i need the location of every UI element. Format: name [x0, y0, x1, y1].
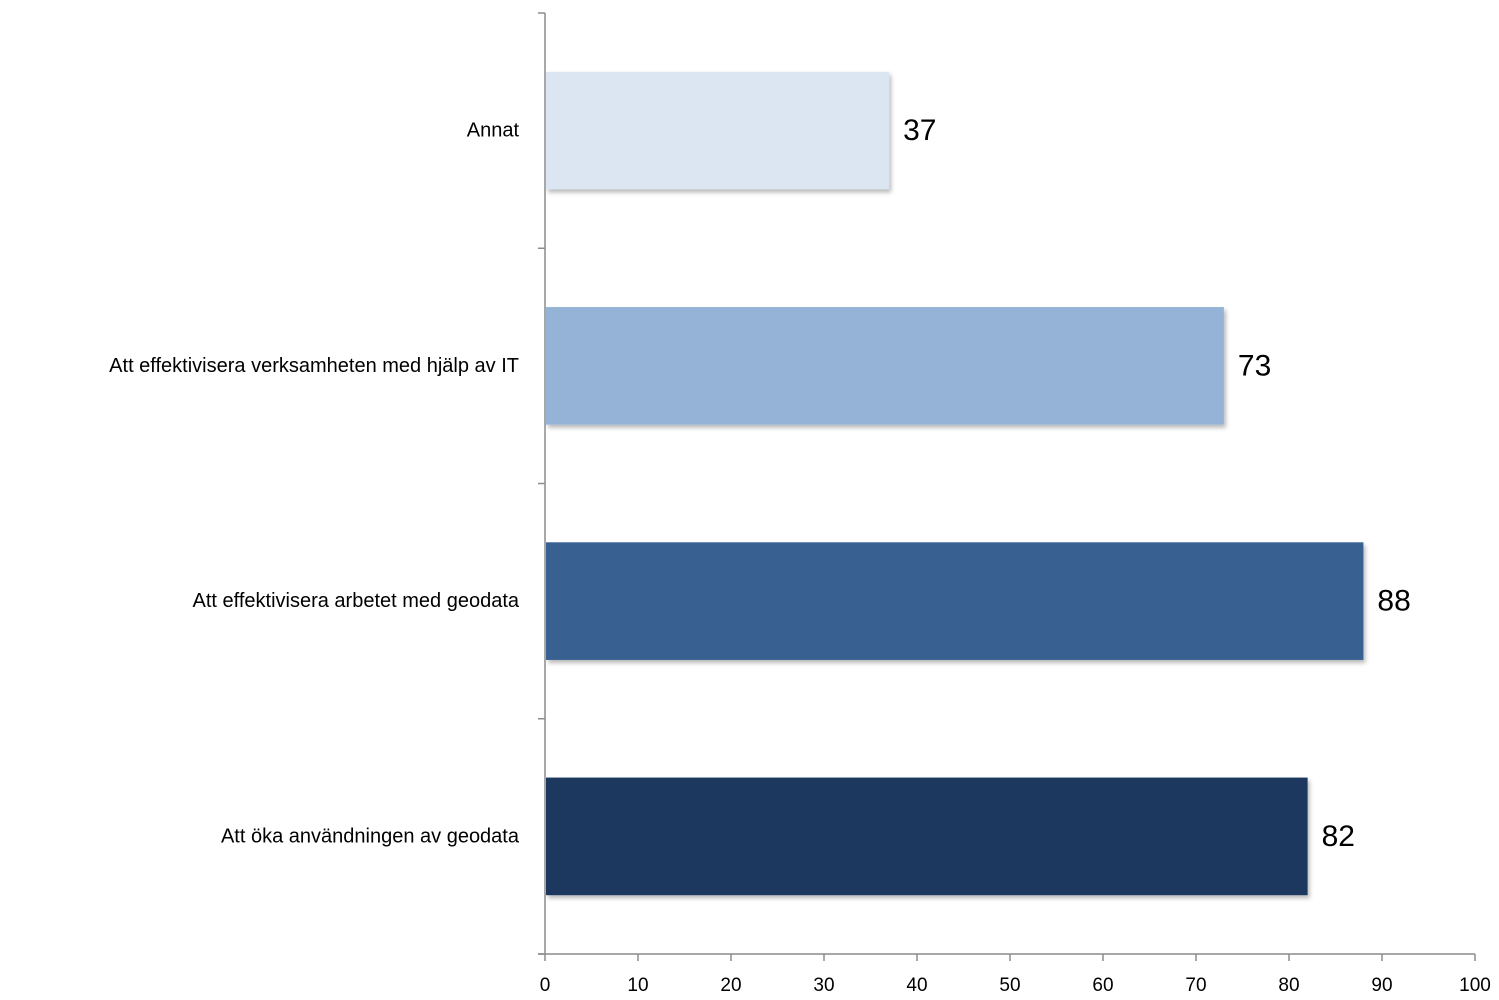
bar: [546, 307, 1224, 425]
x-tick-label: 90: [1371, 975, 1392, 996]
x-tick-label: 20: [720, 975, 741, 996]
data-label: 73: [1238, 349, 1271, 382]
x-tick-label: 50: [999, 975, 1020, 996]
ticks-group: 0 10 20 30 40 50 60 70 80 90 100: [538, 12, 1491, 996]
category-label: Annat: [467, 120, 520, 142]
data-label: 82: [1322, 820, 1355, 853]
category-label: Att effektivisera verksamheten med hjälp…: [109, 355, 519, 377]
x-tick-label: 70: [1185, 975, 1206, 996]
x-tick-label: 60: [1092, 975, 1113, 996]
x-tick-label: 40: [906, 975, 927, 996]
bar: [546, 777, 1308, 896]
bar: [546, 542, 1364, 660]
x-tick-label: 80: [1278, 975, 1299, 996]
x-tick-label: 10: [627, 975, 648, 996]
x-tick-label: 0: [540, 975, 551, 996]
data-label: 88: [1377, 585, 1410, 618]
category-label: Att effektivisera arbetet med geodata: [193, 590, 520, 612]
category-label: Att öka användningen av geodata: [221, 825, 520, 847]
bars-group: [546, 71, 1364, 896]
x-tick-label: 30: [813, 975, 834, 996]
category-labels-group: Att öka användningen av geodata Att effek…: [109, 120, 520, 848]
data-labels-group: 82 88 73 37: [903, 114, 1411, 853]
bar: [546, 71, 890, 190]
x-tick-label: 100: [1459, 975, 1491, 996]
data-label: 37: [903, 114, 936, 147]
